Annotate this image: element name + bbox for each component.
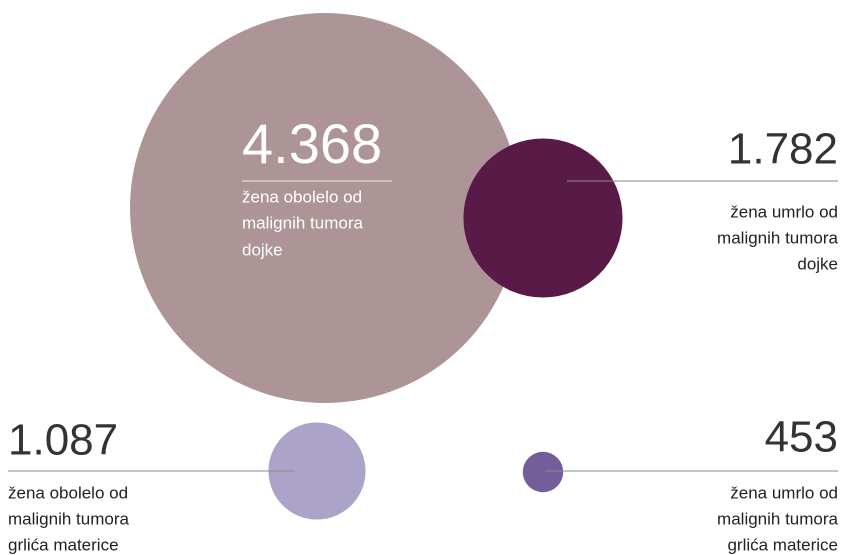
description: grlića materice bbox=[8, 535, 119, 554]
value-label: 4.368 bbox=[242, 112, 382, 175]
description: malignih tumora bbox=[717, 228, 838, 247]
description: malignih tumora bbox=[717, 509, 838, 528]
bubble bbox=[268, 422, 366, 520]
bubble bbox=[130, 13, 520, 403]
value-label: 1.782 bbox=[728, 125, 838, 174]
bubble bbox=[463, 138, 623, 298]
description: žena obolelo od bbox=[242, 187, 362, 206]
value-label: 1.087 bbox=[8, 416, 118, 465]
description: žena obolelo od bbox=[8, 483, 128, 502]
bubble bbox=[522, 451, 564, 493]
description: grlića materice bbox=[727, 535, 838, 554]
description: žena umrlo od bbox=[730, 483, 838, 502]
description: dojke bbox=[797, 254, 838, 273]
description: žena umrlo od bbox=[730, 202, 838, 221]
description: malignih tumora bbox=[8, 509, 129, 528]
value-label: 453 bbox=[765, 413, 838, 462]
description: dojke bbox=[242, 240, 283, 259]
description: malignih tumora bbox=[242, 213, 363, 232]
